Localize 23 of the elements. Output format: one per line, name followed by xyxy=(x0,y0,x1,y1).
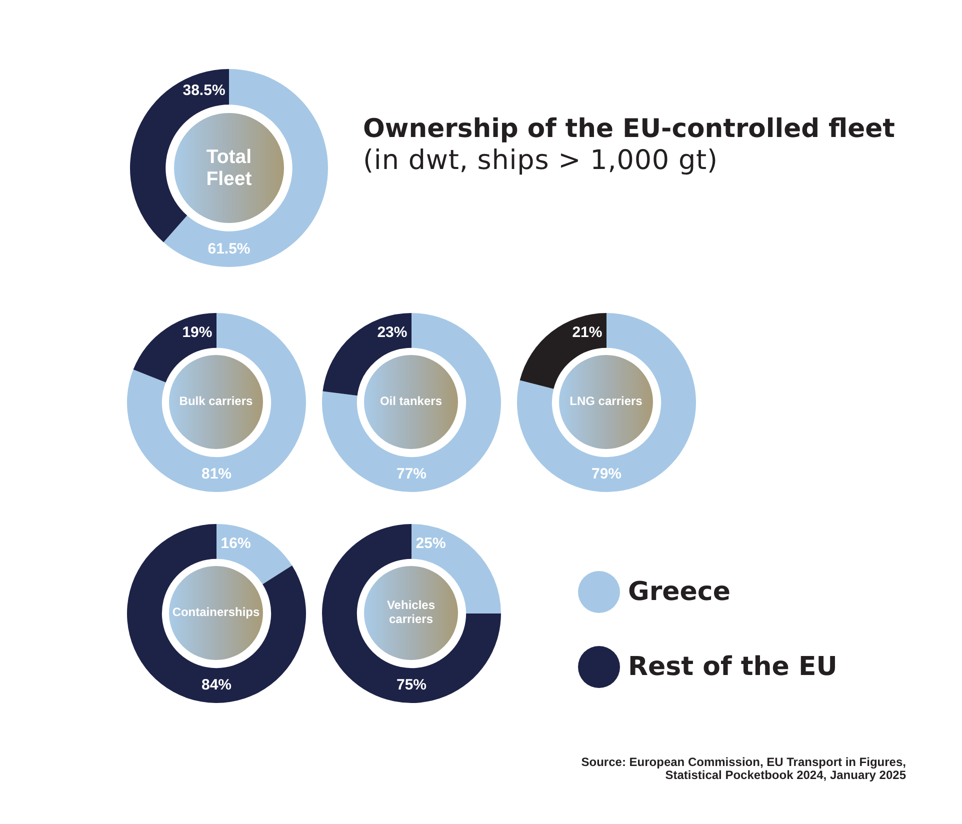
text: Total Fleet xyxy=(205,146,253,190)
text: LNG carriers xyxy=(570,394,642,409)
legend-label: Rest of the EU xyxy=(628,652,838,682)
text: (in dwt, ships > 1,000 gt) xyxy=(363,144,719,178)
data-label: 21% xyxy=(572,324,602,341)
data-label: 19% xyxy=(182,324,212,341)
data-label: 25% xyxy=(415,534,446,552)
source-note: Source: European Commission, EU Transport in Figures, Statistical Pocketbook 2024, January 2025 xyxy=(580,755,906,782)
text: Bulk carriers xyxy=(179,394,253,409)
text: Containerships xyxy=(172,605,260,620)
data-label: 23% xyxy=(376,324,407,341)
data-label: 38.5% xyxy=(182,82,226,99)
data-label: 61.5% xyxy=(208,240,250,258)
text: Oil tankers xyxy=(380,394,442,409)
data-label: 75% xyxy=(396,676,426,694)
data-label: 16% xyxy=(220,534,250,552)
data-label: 84% xyxy=(200,676,232,694)
data-label: 77% xyxy=(396,465,426,482)
text: Vehicles carriers xyxy=(386,598,436,627)
data-label: 81% xyxy=(200,465,232,482)
data-label: 79% xyxy=(590,465,622,482)
text: Ownership of the EU-controlled fleet xyxy=(363,114,896,145)
legend-label: Greece xyxy=(628,577,730,607)
